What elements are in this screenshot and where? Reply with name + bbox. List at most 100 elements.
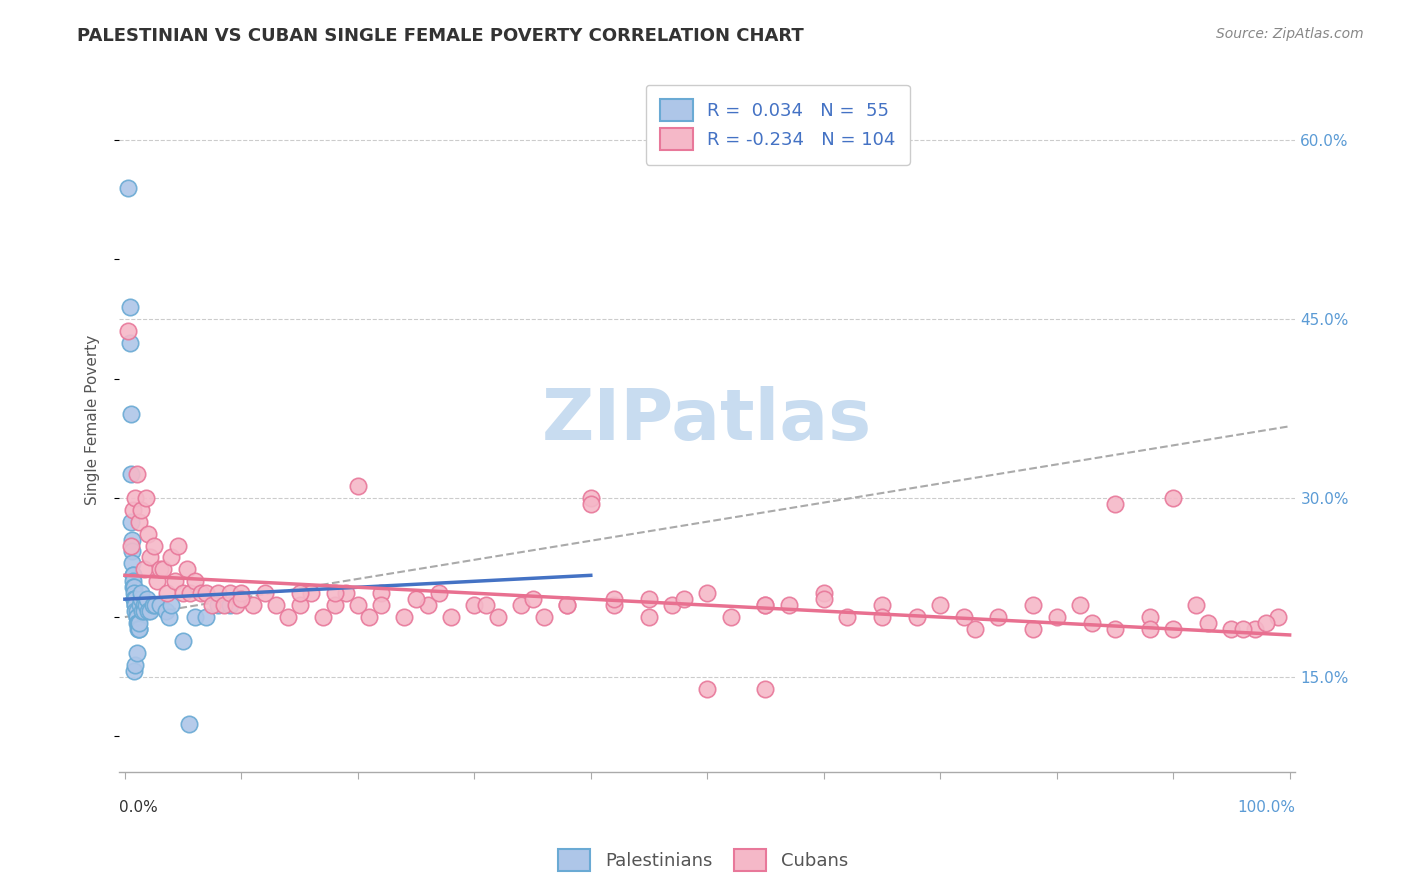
Point [696, 681, 718, 696]
Point [212, 598, 235, 612]
Point [370, 586, 392, 600]
Point [323, 586, 346, 600]
Point [1267, 610, 1289, 624]
Point [124, 598, 146, 612]
Point [579, 491, 602, 505]
Point [122, 586, 145, 600]
Text: ZIPatlas: ZIPatlas [543, 386, 872, 455]
Point [118, 335, 141, 350]
Point [813, 592, 835, 607]
Point [1080, 615, 1102, 630]
Point [672, 592, 695, 607]
Point [122, 592, 145, 607]
Point [136, 604, 159, 618]
Point [129, 598, 152, 612]
Point [142, 598, 165, 612]
Point [125, 646, 148, 660]
Point [124, 657, 146, 672]
Point [905, 610, 928, 624]
Point [427, 586, 450, 600]
Point [1139, 610, 1161, 624]
Point [1256, 615, 1278, 630]
Point [1197, 615, 1219, 630]
Point [813, 586, 835, 600]
Point [1069, 598, 1091, 612]
Point [207, 598, 229, 612]
Point [172, 586, 194, 600]
Point [120, 467, 142, 481]
Point [128, 622, 150, 636]
Point [172, 634, 194, 648]
Point [132, 604, 155, 618]
Point [124, 592, 146, 607]
Point [120, 408, 142, 422]
Point [754, 681, 776, 696]
Point [405, 592, 427, 607]
Point [1161, 622, 1184, 636]
Point [121, 557, 143, 571]
Point [370, 598, 392, 612]
Point [218, 598, 240, 612]
Point [131, 604, 153, 618]
Point [299, 586, 322, 600]
Point [1139, 622, 1161, 636]
Point [952, 610, 974, 624]
Point [870, 610, 893, 624]
Point [1022, 622, 1045, 636]
Point [136, 592, 159, 607]
Point [122, 580, 145, 594]
Legend: Palestinians, Cubans: Palestinians, Cubans [551, 842, 855, 879]
Point [1046, 610, 1069, 624]
Point [231, 592, 253, 607]
Point [146, 574, 169, 589]
Point [177, 717, 200, 731]
Point [323, 598, 346, 612]
Point [122, 574, 145, 589]
Point [128, 515, 150, 529]
Point [218, 586, 240, 600]
Text: 100.0%: 100.0% [1237, 800, 1295, 815]
Point [195, 610, 218, 624]
Y-axis label: Single Female Poverty: Single Female Poverty [86, 335, 100, 506]
Point [139, 550, 162, 565]
Point [176, 562, 198, 576]
Point [179, 586, 201, 600]
Point [149, 598, 172, 612]
Point [416, 598, 439, 612]
Point [1243, 622, 1265, 636]
Point [124, 598, 146, 612]
Point [835, 610, 858, 624]
Point [638, 592, 661, 607]
Point [155, 604, 177, 618]
Point [603, 592, 626, 607]
Point [121, 544, 143, 558]
Point [696, 586, 718, 600]
Point [125, 615, 148, 630]
Point [128, 615, 150, 630]
Point [987, 610, 1010, 624]
Point [129, 502, 152, 516]
Point [475, 598, 498, 612]
Point [557, 598, 579, 612]
Point [253, 586, 276, 600]
Point [225, 598, 247, 612]
Point [312, 610, 335, 624]
Point [156, 586, 179, 600]
Point [122, 580, 145, 594]
Point [579, 497, 602, 511]
Point [124, 604, 146, 618]
Point [122, 568, 145, 582]
Point [440, 610, 463, 624]
Point [125, 610, 148, 624]
Point [242, 598, 264, 612]
Point [1232, 622, 1254, 636]
Point [136, 526, 159, 541]
Point [288, 586, 311, 600]
Point [965, 622, 987, 636]
Point [201, 598, 224, 612]
Point [127, 622, 149, 636]
Point [122, 568, 145, 582]
Point [125, 467, 148, 481]
Point [117, 324, 139, 338]
Point [603, 598, 626, 612]
